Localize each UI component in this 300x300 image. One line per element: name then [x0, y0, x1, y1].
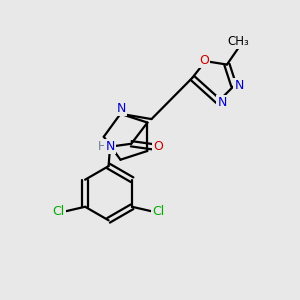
Text: N: N	[105, 140, 115, 153]
Text: H: H	[98, 140, 106, 153]
Text: N: N	[116, 102, 126, 115]
Text: O: O	[199, 54, 209, 67]
Text: N: N	[235, 79, 244, 92]
Text: CH₃: CH₃	[228, 35, 250, 48]
Text: N: N	[217, 96, 227, 109]
Text: O: O	[153, 140, 163, 153]
Text: Cl: Cl	[152, 205, 165, 218]
Text: Cl: Cl	[52, 205, 65, 218]
